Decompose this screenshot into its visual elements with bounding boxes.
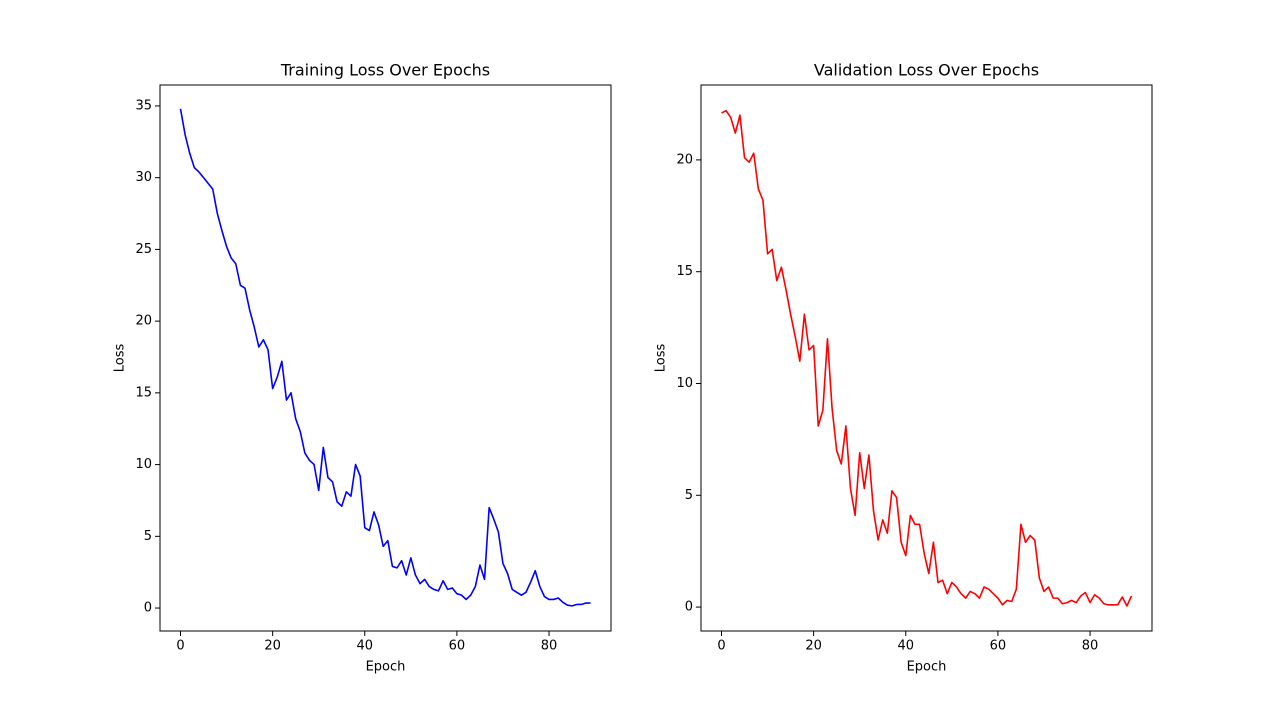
y-axis-label: Loss bbox=[113, 344, 128, 373]
loss-line bbox=[721, 109, 1133, 607]
y-tick-label: 35 bbox=[135, 98, 152, 113]
y-tick-label: 20 bbox=[135, 314, 152, 329]
chart-title: Validation Loss Over Epochs bbox=[814, 61, 1039, 80]
x-tick-label: 20 bbox=[264, 639, 281, 654]
x-axis-label: Epoch bbox=[366, 660, 406, 675]
x-tick-label: 20 bbox=[805, 639, 822, 654]
axes-frame bbox=[700, 84, 1153, 632]
x-tick-label: 60 bbox=[449, 639, 466, 654]
y-tick-label: 10 bbox=[135, 457, 152, 472]
x-tick-label: 40 bbox=[356, 639, 373, 654]
x-tick-label: 80 bbox=[1082, 639, 1099, 654]
y-tick-label: 0 bbox=[144, 601, 152, 616]
y-tick-label: 15 bbox=[135, 385, 152, 400]
y-tick-label: 15 bbox=[676, 264, 693, 279]
x-tick-label: 80 bbox=[541, 639, 558, 654]
x-tick-label: 40 bbox=[897, 639, 914, 654]
y-tick-label: 30 bbox=[135, 170, 152, 185]
y-tick-label: 5 bbox=[144, 529, 152, 544]
y-tick-label: 25 bbox=[135, 242, 152, 257]
y-axis-label: Loss bbox=[654, 344, 669, 373]
y-tick-label: 10 bbox=[676, 376, 693, 391]
y-tick-label: 0 bbox=[685, 600, 693, 615]
x-tick-label: 60 bbox=[990, 639, 1007, 654]
x-tick-label: 0 bbox=[176, 639, 184, 654]
loss-line bbox=[179, 108, 591, 607]
y-tick-label: 20 bbox=[676, 152, 693, 167]
chart-title: Training Loss Over Epochs bbox=[280, 61, 490, 80]
y-tick-label: 5 bbox=[685, 488, 693, 503]
axes-frame bbox=[159, 84, 612, 632]
x-axis-label: Epoch bbox=[907, 660, 947, 675]
x-tick-label: 0 bbox=[717, 639, 725, 654]
